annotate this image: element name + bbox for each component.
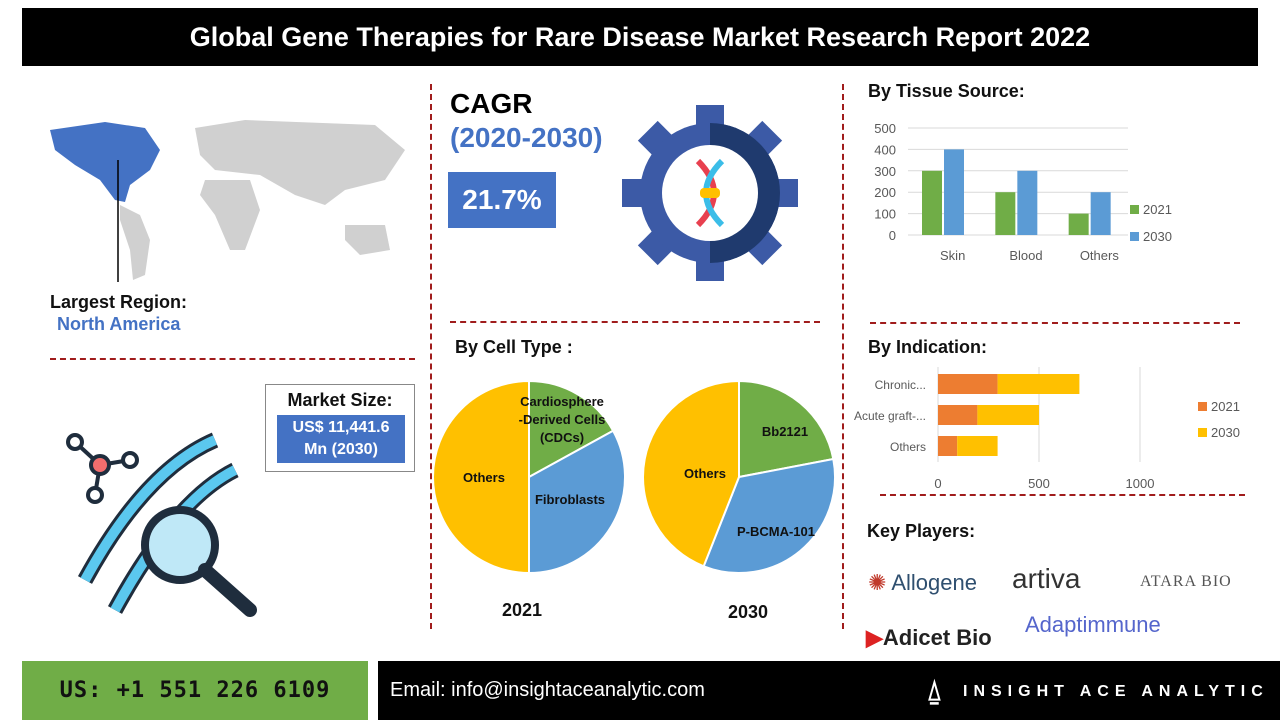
x-tick-label: 500 [1028,476,1050,491]
logo-adicet-bio: ▶Adicet Bio [866,625,992,650]
legend-swatch [1198,402,1207,411]
world-map [50,120,405,282]
logo-text: Adicet Bio [882,625,992,650]
legend-swatch [1130,205,1139,214]
y-tick-label: 100 [874,207,896,222]
pie-label: P-BCMA-101 [737,524,815,539]
email-contact[interactable]: Email: info@insightaceanalytic.com [390,679,705,701]
legend-swatch [1198,428,1207,437]
pie-slice [528,379,615,479]
gear-dna-icon [622,105,798,281]
largest-region-label: Largest Region: [50,292,188,312]
y-tick-label: 200 [874,185,896,200]
bar-2030 [957,436,998,456]
bar-2021 [1068,213,1089,235]
y-tick-label: Others [890,440,926,454]
x-tick-label: Blood [1009,248,1042,263]
cell-chart-title: By Cell Type : [455,337,573,357]
legend-swatch [1130,232,1139,241]
pie-year-2021: 2021 [502,600,543,620]
market-size-value: US$ 11,441.6 Mn (2030) [277,415,405,463]
market-size-label: Market Size: [287,390,393,410]
cell-type-pie-2030: Bb2121 P-BCMA-101 Others [642,379,836,574]
x-tick-label: Skin [940,248,965,263]
bar-2021 [938,374,998,394]
pie-label: Cardiosphere [520,394,604,409]
bar-2030 [1090,192,1111,235]
divider [870,322,1240,324]
logo-artiva: artiva [1012,563,1081,594]
pie-slice [702,457,836,574]
pie-label: Others [684,466,726,481]
x-tick-label: 0 [934,476,941,491]
largest-region-value: North America [57,314,181,334]
divider [880,494,1245,496]
logo-adaptimmune: Adaptimmune [1025,612,1161,637]
bar-2021 [938,405,978,425]
y-tick-label: 400 [874,142,896,157]
divider [842,84,844,629]
indication-chart-title: By Indication: [868,337,988,357]
logo-atara-bio: ATARA BIO [1140,573,1232,590]
pie-slice [642,379,740,568]
pie-label: -Derived Cells [519,412,606,427]
pie-slice [528,429,626,575]
indication-chart: 0 500 1000 Chronic... Acute graft-... Others 2… [854,367,1240,491]
bar-2030 [944,149,964,235]
y-tick-label: Chronic... [875,378,926,392]
legend-label: 2030 [1143,229,1172,244]
legend-label: 2030 [1211,425,1240,440]
y-tick-label: 500 [874,121,896,136]
tissue-source-chart: 0 100 200 300 400 500 Skin Blood Others 2021 2030 [874,121,1172,263]
market-size-unit: Mn (2030) [304,441,378,458]
market-size-amount: US$ 11,441.6 [292,419,390,436]
x-tick-label: 1000 [1126,476,1155,491]
bar-2030 [977,405,1039,425]
pie-label: Bb2121 [762,424,808,439]
y-tick-label: 0 [889,228,896,243]
legend-label: 2021 [1143,202,1172,217]
divider [430,84,432,629]
bar-2030 [997,374,1080,394]
y-tick-label: Acute graft-... [854,409,926,423]
logo-allogene: ✺ Allogene [868,570,977,595]
bar-2030 [1017,170,1038,235]
logo-text: Allogene [891,570,977,595]
cagr-value: 21.7% [448,172,556,228]
y-tick-label: 300 [874,164,896,179]
pie-label: Others [463,470,505,485]
dna-magnifier-icon [66,432,257,617]
pie-year-2030: 2030 [728,602,769,622]
pie-label: Fibroblasts [535,492,605,507]
market-size-box: Market Size: US$ 11,441.6 Mn (2030) [265,384,415,472]
legend-label: 2021 [1211,399,1240,414]
divider [450,321,820,323]
phone-number: US: +1 551 226 6109 [22,661,368,720]
pie-slice [432,379,530,575]
tissue-chart-title: By Tissue Source: [868,81,1025,101]
divider [50,358,415,360]
cagr-label: CAGR [450,88,533,119]
bar-2021 [922,170,942,235]
key-players-title: Key Players: [867,521,976,541]
brand-logo-icon: ⍙ [926,675,943,706]
report-title: Global Gene Therapies for Rare Disease M… [22,8,1258,66]
bar-2021 [938,436,958,456]
pie-slice [738,379,835,479]
pie-label: (CDCs) [540,430,584,445]
cell-type-pie-2021: Cardiosphere -Derived Cells (CDCs) Fibrobla… [432,379,626,575]
cagr-period: (2020-2030) [450,122,603,153]
footer-bar: Email: info@insightaceanalytic.com ⍙ INS… [378,661,1280,720]
brand-name: INSIGHT ACE ANALYTIC [963,683,1269,700]
bar-2021 [995,192,1016,235]
x-tick-label: Others [1080,248,1120,263]
